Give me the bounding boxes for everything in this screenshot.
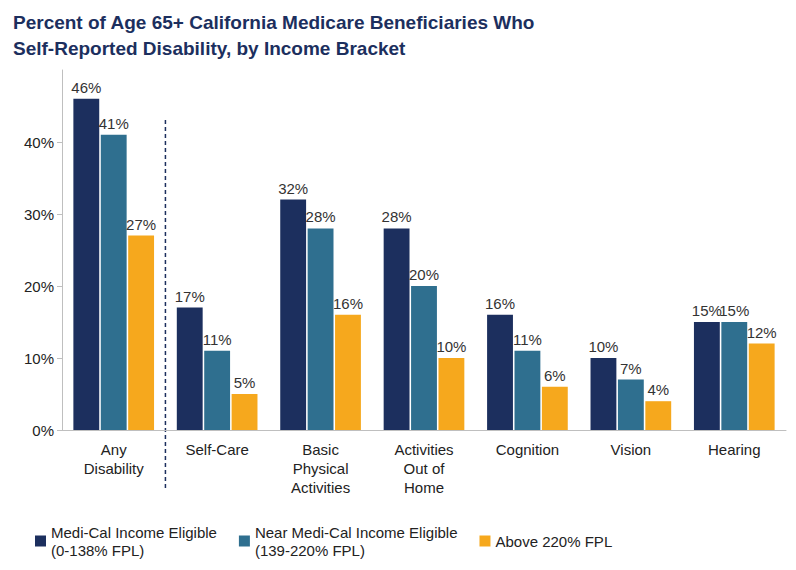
svg-text:6%: 6%: [544, 367, 566, 384]
svg-text:20%: 20%: [24, 278, 54, 295]
svg-text:15%: 15%: [692, 302, 722, 319]
svg-text:Self-Reported Disability, by I: Self-Reported Disability, by Income Brac…: [13, 38, 406, 59]
svg-text:41%: 41%: [99, 115, 129, 132]
svg-text:Percent of Age 65+ California: Percent of Age 65+ California Medicare B…: [13, 12, 534, 33]
svg-text:20%: 20%: [409, 266, 439, 283]
svg-text:Home: Home: [404, 479, 444, 496]
svg-text:0%: 0%: [32, 422, 54, 439]
svg-text:17%: 17%: [175, 288, 205, 305]
svg-text:11%: 11%: [513, 331, 542, 348]
svg-text:28%: 28%: [306, 208, 336, 225]
svg-text:5%: 5%: [234, 374, 256, 391]
svg-text:Medi-Cal Income Eligible: Medi-Cal Income Eligible: [51, 524, 217, 541]
svg-text:Near Medi-Cal Income Eligible: Near Medi-Cal Income Eligible: [255, 524, 458, 541]
svg-text:Self-Care: Self-Care: [185, 441, 248, 458]
svg-text:Vision: Vision: [611, 441, 652, 458]
svg-text:46%: 46%: [71, 79, 101, 96]
svg-text:Any: Any: [101, 441, 127, 458]
svg-text:28%: 28%: [382, 208, 412, 225]
svg-text:27%: 27%: [126, 216, 156, 233]
svg-text:16%: 16%: [333, 295, 363, 312]
svg-text:Disability: Disability: [84, 460, 145, 477]
svg-text:Physical: Physical: [293, 460, 349, 477]
svg-text:Out of: Out of: [404, 460, 446, 477]
svg-text:10%: 10%: [436, 338, 466, 355]
svg-text:Basic: Basic: [302, 441, 339, 458]
svg-text:Cognition: Cognition: [496, 441, 559, 458]
svg-text:7%: 7%: [620, 360, 642, 377]
svg-text:(139-220% FPL): (139-220% FPL): [255, 542, 365, 559]
svg-text:40%: 40%: [24, 134, 54, 151]
svg-text:Above 220% FPL: Above 220% FPL: [495, 533, 612, 550]
svg-text:Activities: Activities: [291, 479, 350, 496]
svg-text:15%: 15%: [719, 302, 749, 319]
svg-text:(0-138% FPL): (0-138% FPL): [51, 542, 144, 559]
svg-text:32%: 32%: [278, 180, 308, 197]
svg-text:Activities: Activities: [394, 441, 453, 458]
svg-text:10%: 10%: [588, 338, 618, 355]
svg-text:11%: 11%: [203, 331, 232, 348]
svg-text:10%: 10%: [24, 350, 54, 367]
svg-text:4%: 4%: [647, 381, 669, 398]
svg-text:30%: 30%: [24, 206, 54, 223]
svg-text:12%: 12%: [747, 324, 777, 341]
svg-text:Hearing: Hearing: [708, 441, 761, 458]
svg-text:16%: 16%: [485, 295, 515, 312]
